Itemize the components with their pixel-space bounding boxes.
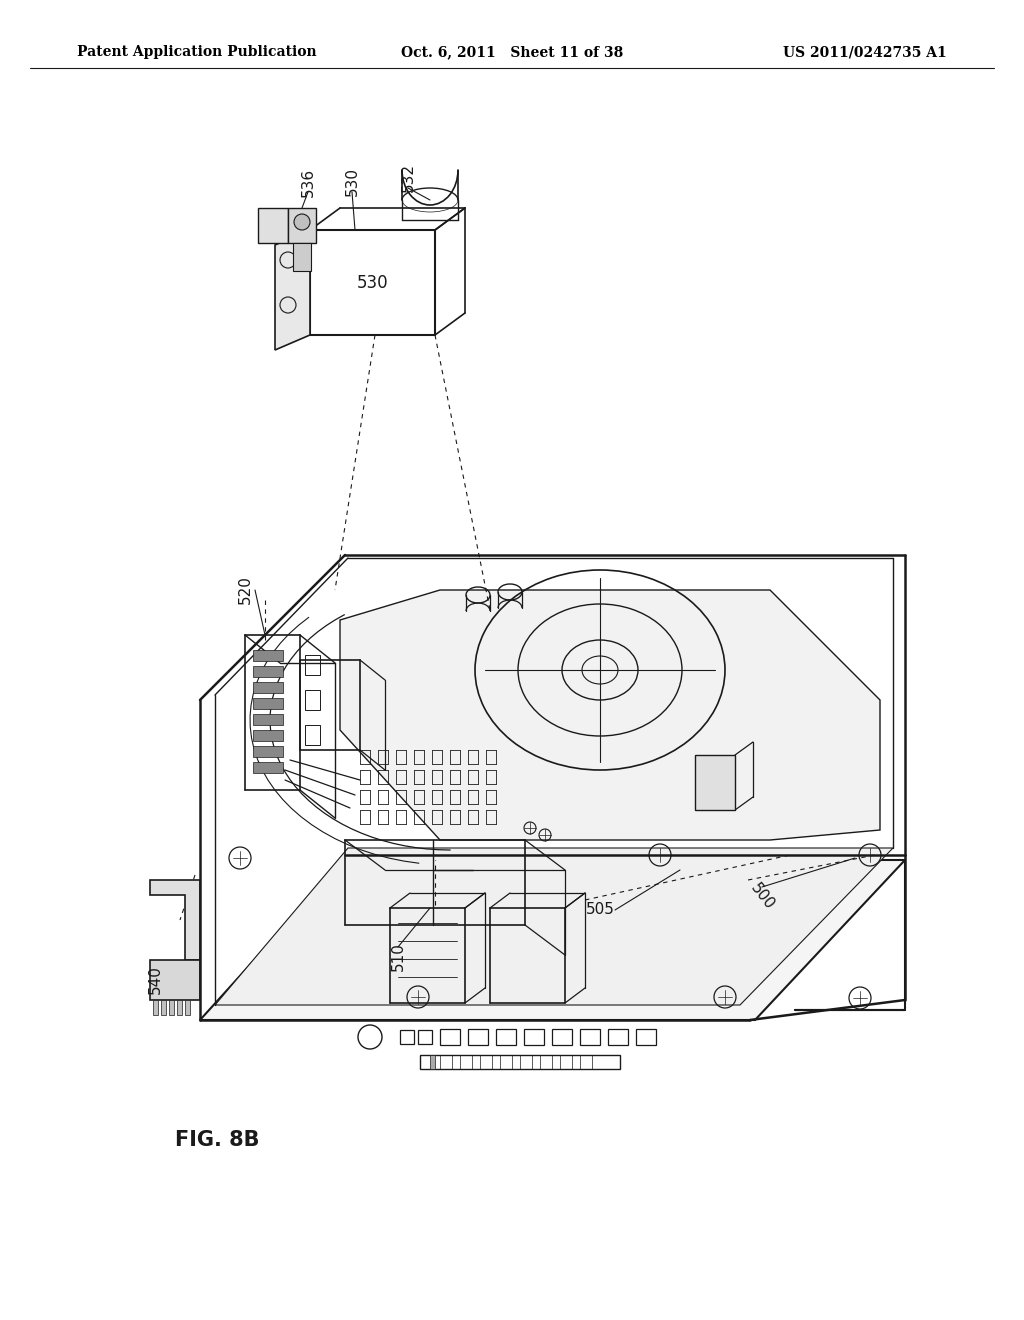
Bar: [253, 667, 283, 677]
Text: 536: 536: [300, 168, 315, 197]
Bar: [169, 1001, 174, 1015]
Polygon shape: [200, 861, 905, 1020]
Bar: [695, 755, 735, 810]
Polygon shape: [215, 847, 893, 1005]
Bar: [608, 1030, 628, 1045]
Text: Oct. 6, 2011   Sheet 11 of 38: Oct. 6, 2011 Sheet 11 of 38: [400, 45, 624, 59]
Bar: [580, 1055, 592, 1069]
Bar: [253, 730, 283, 741]
Bar: [636, 1030, 656, 1045]
Bar: [253, 682, 283, 693]
Polygon shape: [258, 209, 288, 243]
Text: 505: 505: [586, 903, 614, 917]
Polygon shape: [150, 880, 200, 960]
Bar: [580, 1030, 600, 1045]
Bar: [496, 1030, 516, 1045]
Bar: [161, 1001, 166, 1015]
Polygon shape: [275, 230, 310, 350]
Bar: [440, 1055, 452, 1069]
Bar: [253, 746, 283, 756]
Bar: [460, 1055, 472, 1069]
Bar: [253, 714, 283, 725]
Bar: [560, 1055, 572, 1069]
Bar: [293, 243, 311, 271]
Bar: [185, 1001, 190, 1015]
Circle shape: [294, 214, 310, 230]
Text: 532: 532: [400, 164, 416, 193]
Bar: [153, 1001, 158, 1015]
Text: 530: 530: [344, 168, 359, 197]
Bar: [305, 725, 319, 744]
Bar: [440, 1030, 460, 1045]
Bar: [468, 1030, 488, 1045]
Text: Patent Application Publication: Patent Application Publication: [77, 45, 316, 59]
Polygon shape: [340, 590, 880, 840]
Bar: [177, 1001, 182, 1015]
Bar: [288, 209, 316, 243]
Text: 530: 530: [356, 273, 388, 292]
Bar: [524, 1030, 544, 1045]
Bar: [520, 1055, 532, 1069]
Text: 500: 500: [748, 880, 777, 913]
Bar: [305, 690, 319, 710]
Bar: [430, 1055, 435, 1069]
Text: 510: 510: [390, 942, 406, 972]
Text: 540: 540: [147, 965, 163, 994]
Bar: [480, 1055, 492, 1069]
Polygon shape: [150, 960, 200, 1001]
Bar: [400, 1030, 414, 1044]
Bar: [540, 1055, 552, 1069]
Bar: [253, 649, 283, 661]
Bar: [552, 1030, 572, 1045]
Text: US 2011/0242735 A1: US 2011/0242735 A1: [783, 45, 947, 59]
Bar: [253, 762, 283, 774]
Bar: [253, 698, 283, 709]
Text: 520: 520: [238, 576, 253, 605]
Bar: [305, 655, 319, 675]
Bar: [418, 1030, 432, 1044]
Bar: [500, 1055, 512, 1069]
Text: FIG. 8B: FIG. 8B: [175, 1130, 259, 1150]
Bar: [420, 1055, 620, 1069]
